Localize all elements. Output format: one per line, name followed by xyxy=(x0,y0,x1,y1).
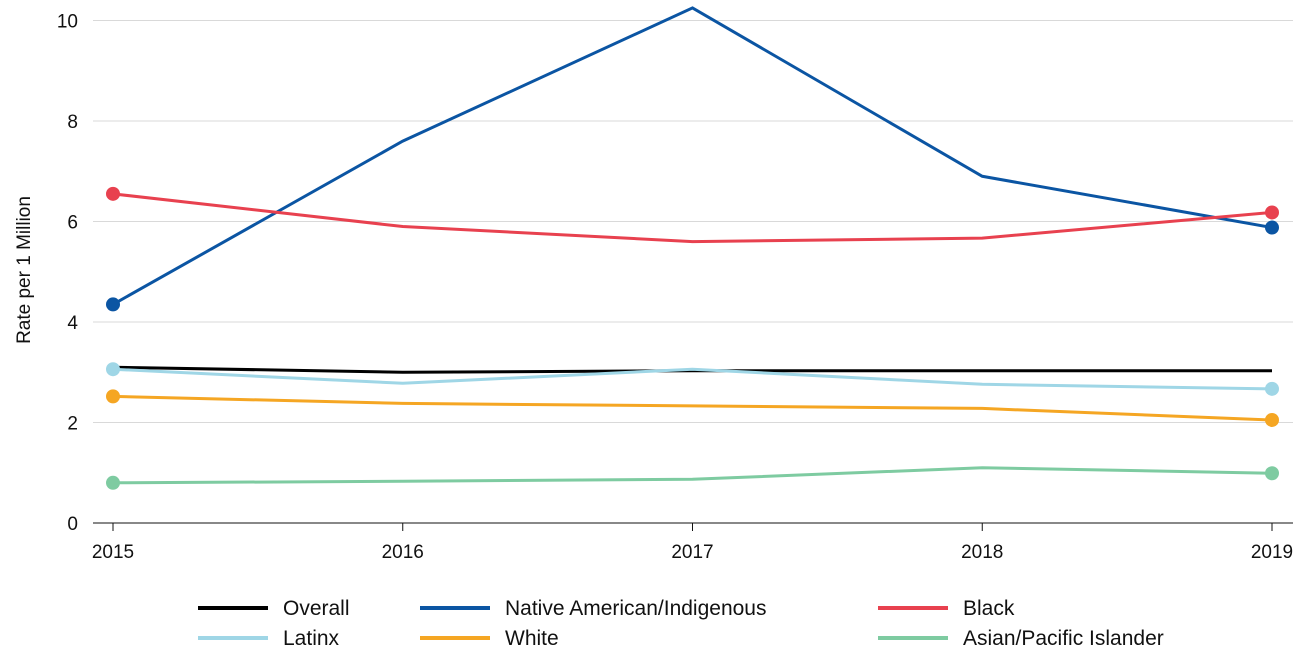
data-point xyxy=(1265,466,1279,481)
series-line xyxy=(112,365,1272,374)
data-point xyxy=(106,297,120,312)
data-point xyxy=(106,389,120,404)
y-axis-title: Rate per 1 Million xyxy=(14,196,35,344)
legend-label: Latinx xyxy=(283,627,340,650)
legend-item: Latinx xyxy=(198,627,340,650)
data-point xyxy=(1265,205,1279,220)
series-latinx xyxy=(106,362,1279,396)
data-point xyxy=(1265,220,1279,235)
series-line xyxy=(112,367,1273,391)
y-tick-label: 0 xyxy=(67,514,78,535)
series-white xyxy=(106,389,1279,427)
x-tick-label: 2019 xyxy=(1251,542,1293,563)
data-point xyxy=(1265,381,1279,396)
data-point xyxy=(106,475,120,490)
y-tick-label: 10 xyxy=(57,12,78,33)
grid-lines xyxy=(93,20,1293,423)
series-line xyxy=(112,394,1273,422)
x-tick-label: 2017 xyxy=(671,542,713,563)
y-tick-label: 2 xyxy=(67,414,78,435)
series-lines xyxy=(106,6,1279,490)
y-tick-label: 8 xyxy=(67,112,78,133)
y-tick-label: 4 xyxy=(67,313,78,334)
y-tick-label: 6 xyxy=(67,213,78,234)
legend-item: Asian/Pacific Islander xyxy=(878,627,1164,650)
legend-label: Overall xyxy=(283,597,350,620)
legend-label: White xyxy=(505,627,559,650)
x-tick-label: 2016 xyxy=(382,542,424,563)
series-native-american-indigenous xyxy=(106,6,1279,312)
y-axis: 0 2 4 6 8 10 xyxy=(57,12,79,536)
series-line xyxy=(112,6,1273,306)
legend-label: Asian/Pacific Islander xyxy=(963,627,1164,650)
x-axis: 2015 2016 2017 2018 2019 xyxy=(92,522,1293,563)
data-point xyxy=(106,186,120,201)
series-line xyxy=(112,192,1273,244)
legend-item: Black xyxy=(878,597,1015,620)
data-point xyxy=(1265,412,1279,427)
legend-item: Native American/Indigenous xyxy=(420,597,767,620)
series-black xyxy=(106,186,1279,244)
data-point xyxy=(106,362,120,377)
legend-item: White xyxy=(420,627,559,650)
legend-label: Black xyxy=(963,597,1015,620)
legend: Overall Native American/Indigenous Black La… xyxy=(198,597,1164,650)
x-tick-label: 2015 xyxy=(92,542,134,563)
legend-item: Overall xyxy=(198,597,350,620)
legend-label: Native American/Indigenous xyxy=(505,597,767,620)
series-asian-pacific-islander xyxy=(106,466,1279,490)
series-line xyxy=(112,466,1273,485)
x-tick-label: 2018 xyxy=(961,542,1003,563)
series-overall xyxy=(112,365,1272,374)
